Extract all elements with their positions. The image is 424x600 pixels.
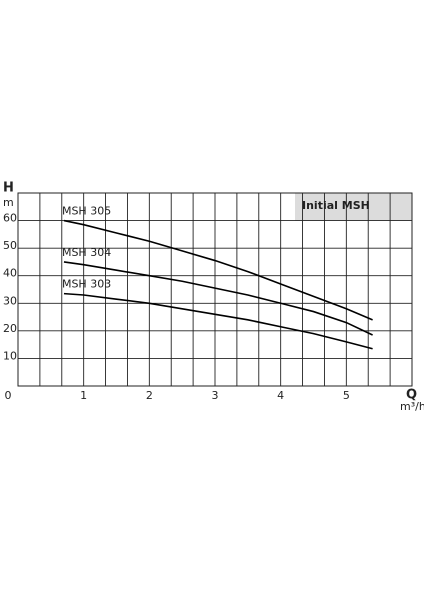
series-label: MSH 304 bbox=[62, 246, 111, 259]
y-axis-label: H bbox=[3, 181, 14, 196]
series-label: MSH 303 bbox=[62, 278, 111, 291]
series-line bbox=[63, 292, 373, 350]
series-label: MSH 305 bbox=[62, 205, 111, 218]
title-box bbox=[295, 193, 412, 221]
y-tick-label: 10 bbox=[3, 349, 17, 362]
x-tick-label: 3 bbox=[212, 389, 219, 402]
y-tick-label: 20 bbox=[3, 322, 17, 335]
y-axis-unit: m bbox=[3, 196, 14, 209]
x-tick-label: 0 bbox=[5, 389, 12, 402]
series-line bbox=[63, 219, 373, 321]
y-tick-label: 50 bbox=[3, 239, 17, 252]
y-tick-label: 30 bbox=[3, 294, 17, 307]
chart-title: Initial MSH bbox=[302, 199, 370, 212]
series-line bbox=[63, 261, 373, 336]
x-axis-label: Q bbox=[406, 388, 417, 403]
x-tick-label: 2 bbox=[146, 389, 153, 402]
x-tick-label: 4 bbox=[277, 389, 284, 402]
x-tick-label: 5 bbox=[343, 389, 350, 402]
y-tick-label: 60 bbox=[3, 212, 17, 225]
y-tick-label: 40 bbox=[3, 267, 17, 280]
x-tick-label: 1 bbox=[80, 389, 87, 402]
x-axis-unit: m³/h bbox=[400, 400, 424, 413]
